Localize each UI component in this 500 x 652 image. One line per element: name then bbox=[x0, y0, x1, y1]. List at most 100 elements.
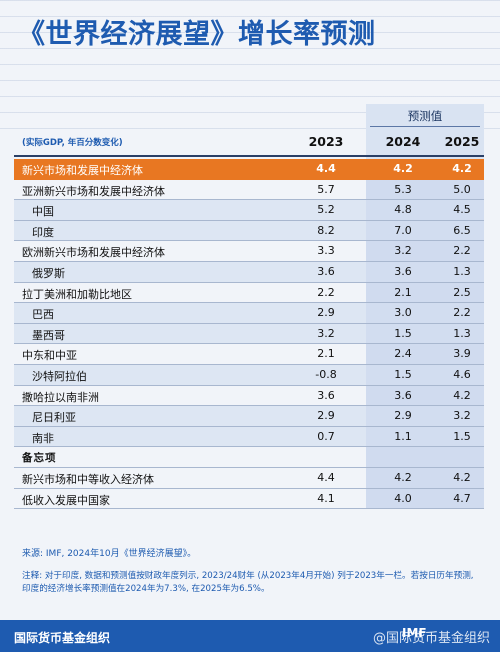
forecast-cell-bg bbox=[366, 303, 484, 323]
footnote: 注释: 对于印度, 数据和预测值按财政年度列示, 2023/24财年 (从202… bbox=[22, 571, 474, 594]
value-2025: 1.5 bbox=[453, 429, 471, 443]
table-row: 沙特阿拉伯 -0.8 1.5 4.6 bbox=[14, 364, 484, 386]
value-2023: 3.3 bbox=[317, 244, 335, 258]
row-label: 拉丁美洲和加勒比地区 bbox=[22, 287, 132, 301]
row-label: 亚洲新兴市场和发展中经济体 bbox=[22, 184, 165, 198]
value-2024: 3.0 bbox=[394, 306, 412, 320]
table-row: 印度 8.2 7.0 6.5 bbox=[14, 220, 484, 242]
footer-bar: 国际货币基金组织 IMF @国际货币基金组织 bbox=[0, 620, 500, 652]
row-label: 巴西 bbox=[32, 308, 54, 322]
forecast-cell-bg bbox=[366, 200, 484, 220]
forecast-label: 预测值 bbox=[407, 109, 443, 123]
forecast-cell-bg bbox=[366, 426, 484, 447]
table-row: 欧洲新兴市场和发展中经济体 3.3 3.2 2.2 bbox=[14, 241, 484, 262]
value-2025: 4.6 bbox=[453, 367, 471, 381]
value-2025: 3.9 bbox=[453, 347, 471, 361]
value-2023: 5.2 bbox=[317, 203, 335, 217]
table-row: 南非 0.7 1.1 1.5 bbox=[14, 426, 484, 448]
value-2024: 1.5 bbox=[394, 367, 412, 381]
forecast-cell-bg bbox=[366, 282, 484, 303]
value-2023: 5.7 bbox=[317, 182, 335, 196]
header-divider bbox=[14, 155, 484, 157]
value-2023: 3.2 bbox=[317, 326, 335, 340]
org-name: 国际货币基金组织 bbox=[14, 631, 111, 645]
value-2024: 4.2 bbox=[393, 162, 413, 175]
value-2023: 8.2 bbox=[317, 223, 335, 237]
year-header-2024: 2024 bbox=[385, 134, 421, 149]
value-2025: 5.0 bbox=[453, 182, 471, 196]
value-2024: 7.0 bbox=[394, 223, 412, 237]
forecast-cell-bg bbox=[366, 261, 484, 282]
row-label: 沙特阿拉伯 bbox=[32, 369, 87, 383]
row-label: 新兴市场和发展中经济体 bbox=[22, 164, 143, 177]
row-label: 印度 bbox=[32, 225, 54, 239]
units-note: (实际GDP, 年百分数变化) bbox=[22, 138, 123, 148]
value-2024: 3.6 bbox=[394, 388, 412, 402]
value-2025: 4.2 bbox=[453, 388, 471, 402]
table-row: 备忘项 bbox=[14, 447, 484, 468]
row-label: 低收入发展中国家 bbox=[22, 493, 110, 507]
table-row: 中东和中亚 2.1 2.4 3.9 bbox=[14, 344, 484, 365]
row-label: 墨西哥 bbox=[32, 328, 65, 342]
value-2025: 1.3 bbox=[453, 264, 471, 278]
value-2025: 1.3 bbox=[453, 326, 471, 340]
forecast-cell-bg bbox=[366, 488, 484, 509]
value-2024: 1.5 bbox=[394, 326, 412, 340]
table-row: 俄罗斯 3.6 3.6 1.3 bbox=[14, 261, 484, 283]
value-2023: 2.1 bbox=[317, 347, 335, 361]
value-2023: 2.2 bbox=[317, 285, 335, 299]
value-2024: 2.9 bbox=[394, 409, 412, 423]
value-2024: 4.0 bbox=[394, 491, 412, 505]
page-title: 《世界经济展望》增长率预测 bbox=[18, 19, 376, 50]
year-header-2025: 2025 bbox=[444, 134, 480, 149]
row-label: 新兴市场和中等收入经济体 bbox=[22, 472, 154, 486]
value-2025: 4.5 bbox=[453, 203, 471, 217]
forecast-cell-bg bbox=[366, 364, 484, 385]
year-header-2023: 2023 bbox=[308, 134, 344, 149]
forecast-table: 新兴市场和发展中经济体 4.4 4.2 4.2 亚洲新兴市场和发展中经济体 5.7 5.3 5… bbox=[14, 159, 484, 510]
value-2025: 2.2 bbox=[453, 306, 471, 320]
value-2025: 2.5 bbox=[453, 285, 471, 299]
forecast-cell-bg bbox=[366, 220, 484, 241]
forecast-divider bbox=[370, 126, 480, 127]
forecast-cell-bg bbox=[366, 406, 484, 426]
value-2024: 3.6 bbox=[394, 264, 412, 278]
value-2024: 1.1 bbox=[394, 429, 412, 443]
value-2025: 4.2 bbox=[453, 470, 471, 484]
value-2023: 4.4 bbox=[317, 470, 335, 484]
row-label: 中东和中亚 bbox=[22, 349, 77, 363]
value-2025: 4.7 bbox=[453, 491, 471, 505]
table-row: 墨西哥 3.2 1.5 1.3 bbox=[14, 323, 484, 345]
value-2023: 3.6 bbox=[317, 264, 335, 278]
forecast-cell-bg bbox=[366, 344, 484, 364]
table-row: 尼日利亚 2.9 2.9 3.2 bbox=[14, 406, 484, 427]
forecast-cell-bg bbox=[366, 179, 484, 200]
table-row: 新兴市场和中等收入经济体 4.4 4.2 4.2 bbox=[14, 467, 484, 489]
watermark: @国际货币基金组织 bbox=[372, 631, 490, 646]
table-row: 中国 5.2 4.8 4.5 bbox=[14, 200, 484, 221]
row-label: 尼日利亚 bbox=[32, 411, 76, 425]
row-label: 撒哈拉以南非洲 bbox=[22, 390, 99, 404]
value-2023: -0.8 bbox=[315, 367, 337, 381]
value-2024: 4.2 bbox=[394, 470, 412, 484]
row-label: 俄罗斯 bbox=[32, 266, 65, 280]
row-label: 欧洲新兴市场和发展中经济体 bbox=[22, 246, 165, 260]
value-2023: 3.6 bbox=[317, 388, 335, 402]
imf-logo: IMF bbox=[402, 626, 427, 640]
value-2023: 2.9 bbox=[317, 409, 335, 423]
forecast-cell-bg bbox=[366, 467, 484, 488]
table-row: 低收入发展中国家 4.1 4.0 4.7 bbox=[14, 488, 484, 510]
value-2023: 4.4 bbox=[316, 162, 336, 175]
row-label: 中国 bbox=[32, 205, 54, 219]
forecast-cell-bg bbox=[366, 385, 484, 406]
table-row: 亚洲新兴市场和发展中经济体 5.7 5.3 5.0 bbox=[14, 179, 484, 201]
value-2023: 0.7 bbox=[317, 429, 335, 443]
value-2025: 6.5 bbox=[453, 223, 471, 237]
value-2023: 2.9 bbox=[317, 306, 335, 320]
value-2025: 4.2 bbox=[452, 162, 472, 175]
value-2024: 4.8 bbox=[394, 203, 412, 217]
table-row: 巴西 2.9 3.0 2.2 bbox=[14, 303, 484, 324]
forecast-cell-bg bbox=[366, 241, 484, 261]
value-2025: 3.2 bbox=[453, 409, 471, 423]
